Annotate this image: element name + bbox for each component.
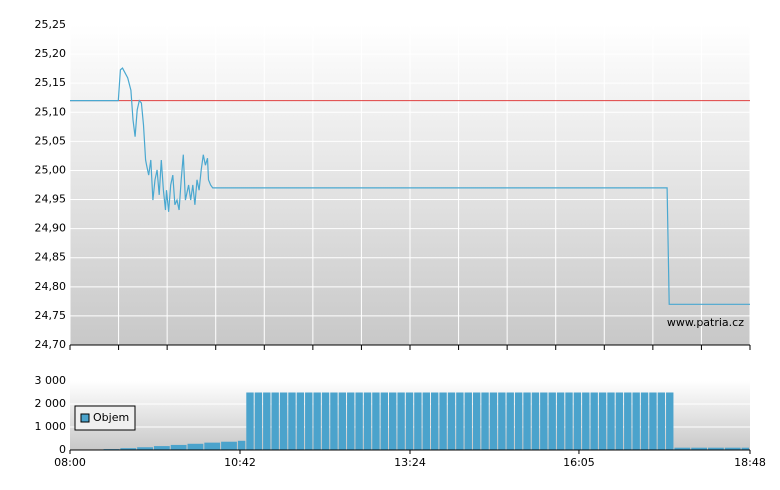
volume-bar: [263, 392, 271, 450]
volume-bar: [666, 392, 674, 450]
volume-bar: [573, 392, 582, 450]
volume-bar: [607, 392, 615, 450]
volume-bar: [472, 392, 481, 450]
x-tick-label: 13:24: [394, 456, 426, 469]
y-tick-label: 3 000: [35, 374, 67, 387]
volume-bar: [489, 392, 498, 450]
y-tick-label: 24,95: [35, 193, 67, 206]
volume-bar: [556, 392, 565, 450]
volume-bar: [430, 392, 439, 450]
volume-bar: [649, 392, 657, 450]
volume-bar: [514, 392, 523, 450]
volume-bar: [422, 392, 430, 450]
volume-bar: [582, 392, 590, 450]
volume-bar: [624, 392, 632, 450]
volume-bar: [120, 448, 137, 450]
volume-bar: [506, 392, 514, 450]
volume-bar: [414, 392, 422, 450]
volume-bar: [523, 392, 531, 450]
y-tick-label: 24,85: [35, 251, 67, 264]
y-tick-label: 25,15: [35, 76, 67, 89]
y-tick-label: 25,05: [35, 134, 67, 147]
volume-bar: [456, 392, 464, 450]
volume-bar: [313, 392, 321, 450]
volume-bar: [330, 392, 338, 450]
volume-bar: [674, 447, 691, 450]
volume-bar: [372, 392, 380, 450]
y-tick-label: 25,20: [35, 47, 67, 60]
volume-bar: [741, 447, 749, 450]
legend-swatch: [80, 413, 90, 423]
volume-bar: [724, 447, 741, 450]
volume-bar: [590, 392, 598, 450]
volume-bar: [397, 392, 405, 450]
volume-bar: [439, 392, 447, 450]
volume-bar: [305, 392, 313, 450]
volume-bar: [447, 392, 456, 450]
volume-bar: [279, 392, 288, 450]
volume-bar: [246, 392, 254, 450]
volume-bar: [405, 392, 414, 450]
volume-bar: [321, 392, 330, 450]
x-tick-label: 10:42: [224, 456, 256, 469]
volume-bar: [389, 392, 397, 450]
y-tick-label: 24,75: [35, 309, 67, 322]
volume-bar: [347, 392, 355, 450]
volume-bar: [598, 392, 607, 450]
y-tick-label: 24,70: [35, 338, 67, 351]
volume-bar: [640, 392, 649, 450]
volume-bar: [380, 392, 389, 450]
y-tick-label: 24,80: [35, 280, 67, 293]
volume-bar: [498, 392, 506, 450]
volume-bar: [531, 392, 540, 450]
volume-bar: [657, 392, 666, 450]
x-tick-label: 08:00: [54, 456, 86, 469]
volume-bar: [204, 442, 221, 450]
volume-bar: [187, 443, 204, 450]
volume-bar: [137, 447, 153, 450]
volume-bar: [355, 392, 363, 450]
legend-label: Objem: [93, 411, 129, 424]
volume-bar: [565, 392, 573, 450]
y-tick-label: 24,90: [35, 222, 67, 235]
y-tick-label: 25,00: [35, 163, 67, 176]
watermark: www.patria.cz: [667, 316, 744, 329]
volume-bar: [464, 392, 472, 450]
volume-bar: [540, 392, 548, 450]
y-tick-label: 0: [59, 443, 66, 456]
volume-bar: [615, 392, 624, 450]
x-tick-label: 16:05: [563, 456, 595, 469]
volume-bar: [271, 392, 279, 450]
x-tick-label: 18:48: [734, 456, 766, 469]
y-tick-label: 2 000: [35, 397, 67, 410]
volume-bar: [632, 392, 640, 450]
volume-bar: [338, 392, 347, 450]
volume-bar: [237, 440, 246, 450]
y-tick-label: 25,10: [35, 105, 67, 118]
volume-bar: [170, 444, 187, 450]
volume-bar: [153, 446, 170, 450]
volume-bar: [254, 392, 263, 450]
price-line: [70, 67, 750, 305]
volume-bar: [708, 447, 724, 450]
volume-bar: [296, 392, 305, 450]
volume-bar: [691, 447, 708, 450]
volume-bar: [221, 441, 237, 450]
y-tick-label: 1 000: [35, 420, 67, 433]
volume-bar: [548, 392, 556, 450]
volume-bar: [363, 392, 372, 450]
y-tick-label: 25,25: [35, 18, 67, 31]
volume-bar: [288, 392, 296, 450]
volume-bar: [481, 392, 489, 450]
